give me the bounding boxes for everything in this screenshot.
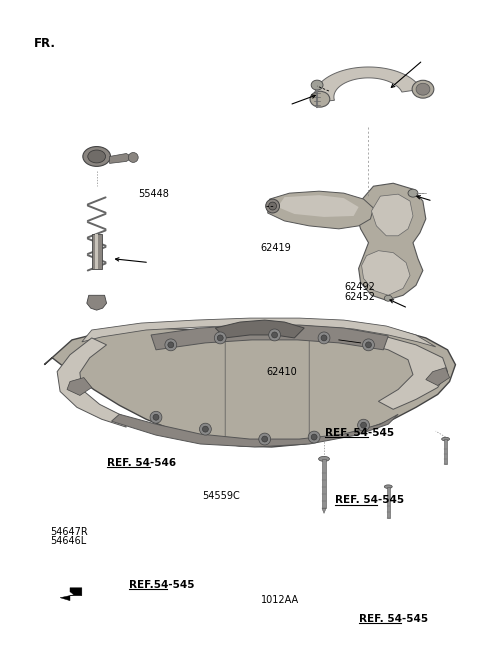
Text: 54647R: 54647R [50, 527, 88, 537]
Circle shape [153, 415, 159, 420]
Circle shape [272, 332, 277, 338]
Text: 54646L: 54646L [50, 536, 86, 546]
Text: FR.: FR. [34, 37, 56, 50]
Polygon shape [322, 509, 326, 513]
Text: 55448: 55448 [138, 189, 169, 199]
Text: 62419: 62419 [261, 242, 291, 253]
Polygon shape [314, 67, 421, 102]
Circle shape [266, 199, 279, 213]
Circle shape [150, 411, 162, 423]
Polygon shape [361, 251, 410, 295]
Circle shape [128, 152, 138, 162]
Circle shape [203, 426, 208, 432]
Circle shape [200, 423, 211, 435]
Polygon shape [82, 318, 436, 347]
Text: REF. 54-545: REF. 54-545 [325, 428, 395, 438]
Circle shape [269, 329, 280, 341]
Circle shape [165, 339, 177, 351]
Ellipse shape [384, 295, 392, 301]
Bar [322, 459, 326, 509]
Polygon shape [109, 154, 133, 164]
Circle shape [259, 433, 271, 445]
Text: REF. 54-545: REF. 54-545 [359, 614, 428, 624]
Circle shape [366, 342, 372, 348]
Circle shape [358, 419, 370, 431]
Bar [387, 487, 390, 518]
Text: 62452: 62452 [344, 292, 375, 302]
Ellipse shape [83, 147, 110, 166]
Text: 62410: 62410 [266, 367, 297, 377]
Text: REF.54-545: REF.54-545 [129, 579, 194, 589]
Bar [95, 234, 97, 269]
Polygon shape [60, 588, 82, 600]
Ellipse shape [311, 80, 323, 90]
Polygon shape [225, 327, 309, 443]
Polygon shape [369, 336, 447, 409]
Text: 54559C: 54559C [202, 491, 240, 501]
Ellipse shape [384, 485, 392, 488]
Ellipse shape [408, 189, 418, 197]
Circle shape [321, 335, 327, 341]
Polygon shape [277, 195, 359, 217]
Bar [92, 234, 102, 269]
Ellipse shape [416, 83, 430, 95]
Circle shape [360, 422, 367, 428]
Circle shape [262, 436, 268, 442]
Polygon shape [111, 415, 398, 447]
Text: REF. 54-545: REF. 54-545 [335, 495, 404, 505]
Ellipse shape [310, 91, 330, 107]
Polygon shape [67, 378, 92, 396]
Circle shape [168, 342, 174, 348]
Polygon shape [372, 194, 413, 236]
Text: 1012AA: 1012AA [261, 595, 300, 604]
Polygon shape [57, 338, 126, 427]
Circle shape [318, 332, 330, 344]
Polygon shape [216, 320, 304, 338]
Circle shape [269, 202, 276, 210]
Circle shape [217, 335, 223, 341]
Text: 62492: 62492 [344, 283, 375, 292]
Polygon shape [44, 322, 456, 447]
Polygon shape [268, 191, 373, 229]
Ellipse shape [442, 438, 450, 441]
Text: REF. 54-546: REF. 54-546 [107, 458, 176, 468]
Polygon shape [151, 325, 388, 350]
Bar [444, 439, 447, 464]
Circle shape [311, 434, 317, 440]
Polygon shape [357, 183, 426, 300]
Circle shape [214, 332, 226, 344]
Polygon shape [87, 295, 107, 310]
Polygon shape [426, 368, 450, 386]
Ellipse shape [88, 150, 106, 163]
Circle shape [362, 339, 374, 351]
Circle shape [308, 431, 320, 443]
Ellipse shape [412, 80, 434, 98]
Ellipse shape [319, 457, 329, 461]
